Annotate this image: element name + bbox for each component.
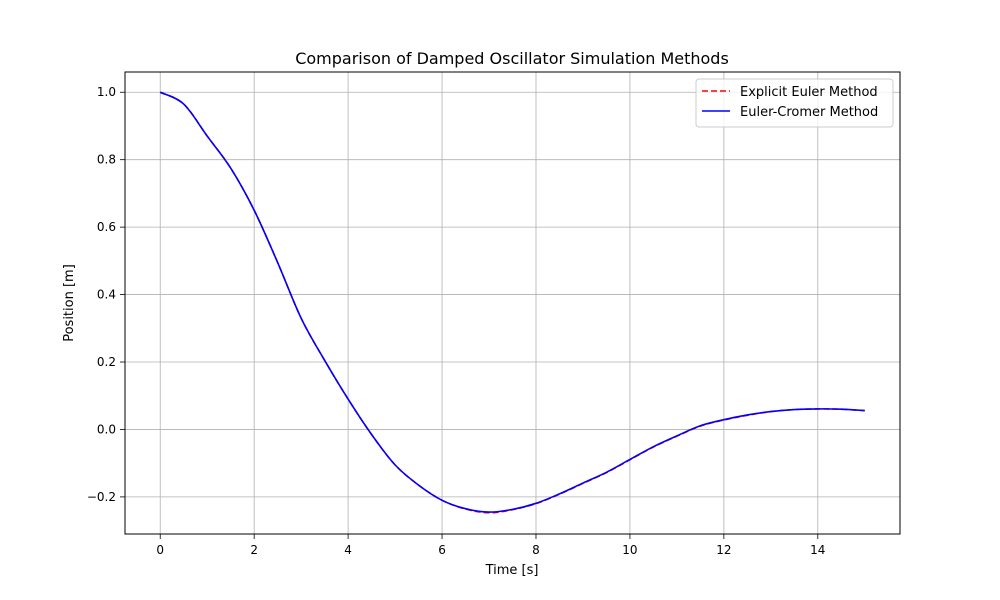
y-axis-label: Position [m] — [62, 264, 77, 342]
y-tick-label: 0.8 — [97, 153, 116, 167]
plot-frame — [124, 71, 901, 535]
series-group — [159, 91, 865, 514]
y-tick-label: 0.2 — [97, 355, 116, 369]
chart-title: Comparison of Damped Oscillator Simulati… — [295, 49, 729, 68]
x-axis-label: Time [s] — [485, 563, 539, 578]
y-tick-label: 1.0 — [97, 85, 116, 99]
x-tick-label: 4 — [344, 543, 352, 557]
legend-label-explicit-euler: Explicit Euler Method — [740, 85, 878, 100]
y-tick-label: 0.0 — [97, 422, 116, 436]
legend-box — [695, 78, 894, 128]
y-tick-label: 0.6 — [97, 220, 116, 234]
legend-label-euler-cromer: Euler-Cromer Method — [740, 105, 878, 120]
x-tick-label: 12 — [716, 543, 731, 557]
x-tick-label: 14 — [810, 543, 825, 557]
ticks: 0 2 4 6 8 10 12 14 −0.2 0.0 0.2 0.4 0.6 0.8 1.0 — [87, 85, 826, 557]
x-tick-label: 10 — [622, 543, 637, 557]
y-tick-label: −0.2 — [87, 490, 116, 504]
x-tick-label: 2 — [250, 543, 258, 557]
y-tick-label: 0.4 — [97, 288, 116, 302]
x-tick-label: 6 — [438, 543, 446, 557]
x-tick-label: 8 — [532, 543, 540, 557]
grid — [125, 72, 900, 534]
series-line-euler-cromer-method — [159, 91, 865, 513]
x-tick-label: 0 — [156, 543, 164, 557]
legend: Explicit Euler Method Euler-Cromer Metho… — [695, 78, 894, 128]
